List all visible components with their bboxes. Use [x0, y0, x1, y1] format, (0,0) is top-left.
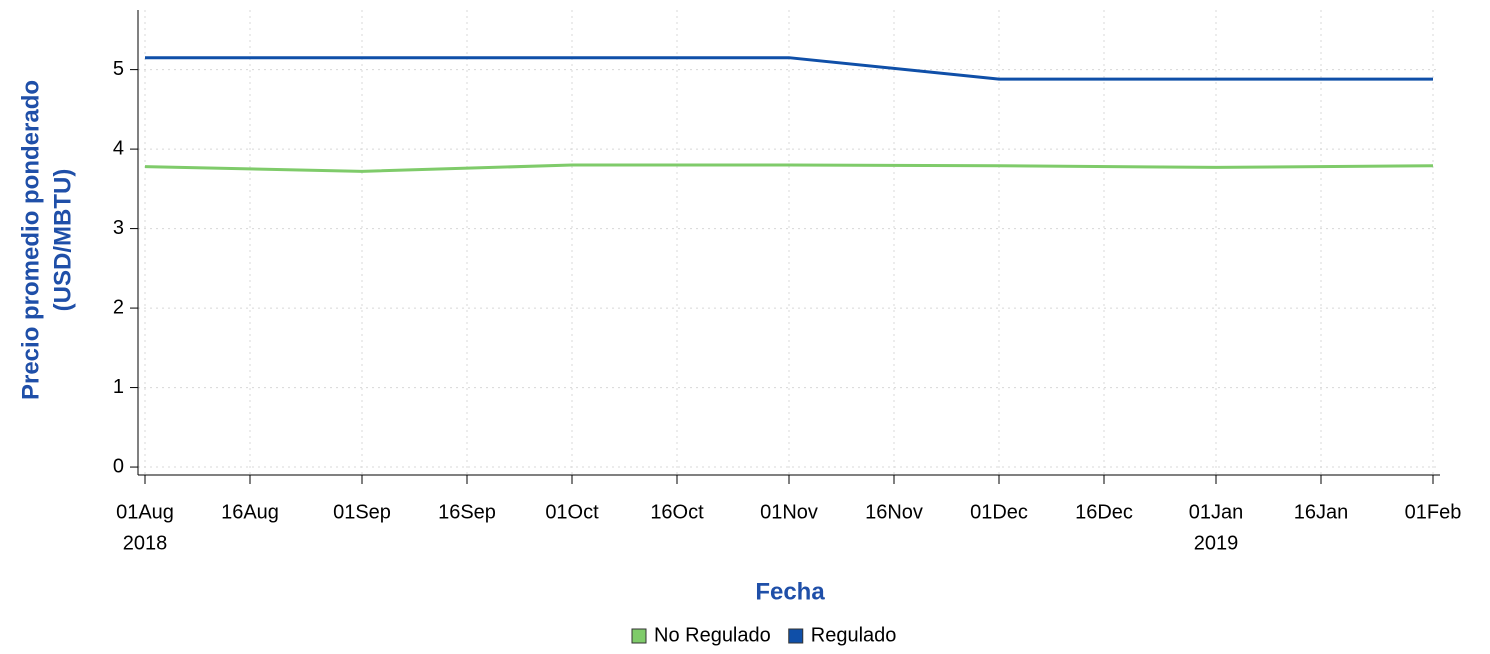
x-tick-label: 16Aug: [221, 501, 279, 523]
legend-label: Regulado: [811, 624, 897, 646]
x-tick-label: 01Aug: [116, 501, 174, 523]
x-tick-label: 16Oct: [650, 501, 704, 523]
legend-swatch: [788, 628, 804, 644]
x-tick-year: 2019: [1194, 532, 1239, 554]
x-tick-label: 01Nov: [760, 501, 818, 523]
x-tick-year: 2018: [123, 532, 168, 554]
x-axis-title: Fecha: [755, 578, 825, 605]
y-axis-title: Precio promedio ponderado: [17, 80, 44, 400]
x-tick-label: 01Feb: [1405, 501, 1462, 523]
y-tick-label: 4: [113, 137, 124, 159]
y-tick-label: 2: [113, 296, 124, 318]
x-tick-label: 16Nov: [865, 501, 923, 523]
y-tick-label: 1: [113, 376, 124, 398]
y-axis-title: (USD/MBTU): [49, 169, 76, 312]
x-tick-label: 16Dec: [1075, 501, 1133, 523]
y-tick-label: 5: [113, 58, 124, 80]
legend-label: No Regulado: [654, 624, 771, 646]
x-tick-label: 01Jan: [1189, 501, 1244, 523]
x-tick-label: 01Dec: [970, 501, 1028, 523]
line: [144, 163, 1434, 173]
x-tick-label: 16Sep: [438, 501, 496, 523]
x-tick-label: 01Sep: [333, 501, 391, 523]
legend-swatch: [631, 628, 647, 644]
y-tick-label: 0: [113, 455, 124, 477]
x-tick-label: 01Oct: [545, 501, 599, 523]
line: [145, 56, 1433, 81]
y-tick-label: 3: [113, 217, 124, 239]
x-tick-label: 16Jan: [1294, 501, 1349, 523]
